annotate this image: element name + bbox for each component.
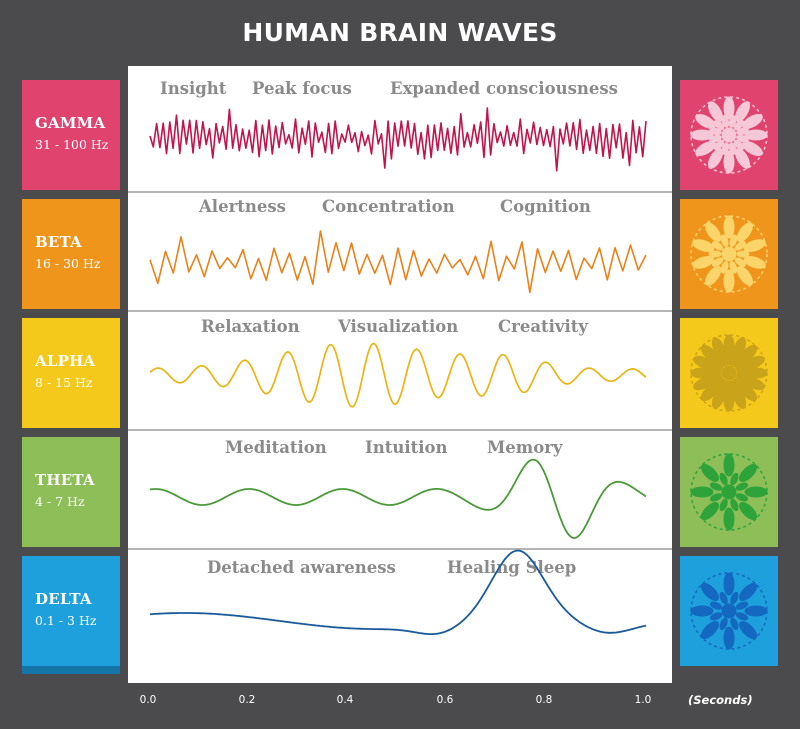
band-label-gamma: GAMMA 31 - 100 Hz [22, 80, 120, 190]
page-title: HUMAN BRAIN WAVES [242, 18, 558, 47]
band-name: ALPHA [35, 352, 96, 370]
keyword: Intuition [365, 438, 448, 457]
x-tick: 0.8 [535, 694, 553, 706]
theta-wave [149, 458, 647, 539]
wave-chart-panel: Insight Peak focus Expanded consciousnes… [128, 66, 672, 683]
keyword: Detached awareness [207, 558, 396, 577]
band-frequency: 31 - 100 Hz [35, 137, 109, 152]
band-frequency: 4 - 7 Hz [35, 494, 85, 509]
delta-mandala-icon [690, 572, 768, 650]
beta-mandala-icon [690, 215, 768, 293]
keyword: Alertness [199, 197, 286, 216]
theta-mandala-box [680, 437, 778, 547]
row-divider [128, 191, 672, 193]
band-frequency: 0.1 - 3 Hz [35, 613, 97, 628]
delta-mandala-box [680, 556, 778, 666]
gamma-mandala-box [680, 80, 778, 190]
x-tick: 0.2 [238, 694, 256, 706]
alpha-mandala-icon [690, 334, 768, 412]
gamma-wave [149, 107, 647, 172]
keyword: Cognition [500, 197, 591, 216]
row-divider [128, 429, 672, 431]
gamma-mandala-icon [690, 96, 768, 174]
band-frequency: 16 - 30 Hz [35, 256, 101, 271]
keyword: Expanded consciousness [390, 79, 618, 98]
delta-box-shadow [22, 666, 120, 674]
band-frequency: 8 - 15 Hz [35, 375, 93, 390]
x-tick: 0.0 [139, 694, 157, 706]
row-divider [128, 310, 672, 312]
theta-mandala-icon [690, 453, 768, 531]
keyword: Visualization [338, 317, 459, 336]
x-axis-ticks: 0.0 0.2 0.4 0.6 0.8 1.0 [0, 694, 800, 710]
brain-waves-svg [149, 107, 647, 635]
band-name: DELTA [35, 590, 92, 608]
x-tick: 1.0 [634, 694, 652, 706]
keyword: Healing Sleep [447, 558, 577, 577]
theta-keywords: Meditation Intuition Memory [128, 438, 672, 462]
band-label-theta: THETA 4 - 7 Hz [22, 437, 120, 547]
beta-mandala-box [680, 199, 778, 309]
band-label-alpha: ALPHA 8 - 15 Hz [22, 318, 120, 428]
keyword: Insight [160, 79, 227, 98]
band-label-beta: BETA 16 - 30 Hz [22, 199, 120, 309]
alpha-wave [149, 342, 647, 408]
beta-keywords: Alertness Concentration Cognition [128, 197, 672, 221]
keyword: Relaxation [201, 317, 300, 336]
band-name: GAMMA [35, 114, 106, 132]
keyword: Concentration [322, 197, 455, 216]
row-divider [128, 548, 672, 550]
band-label-delta: DELTA 0.1 - 3 Hz [22, 556, 120, 666]
x-tick: 0.6 [436, 694, 454, 706]
gamma-keywords: Insight Peak focus Expanded consciousnes… [128, 79, 672, 103]
band-name: THETA [35, 471, 95, 489]
delta-wave [149, 549, 647, 635]
x-axis-unit-label: (Seconds) [688, 693, 753, 707]
x-tick: 0.4 [336, 694, 354, 706]
band-name: BETA [35, 233, 82, 251]
alpha-mandala-box [680, 318, 778, 428]
keyword: Memory [487, 438, 563, 457]
keyword: Meditation [225, 438, 327, 457]
delta-keywords: Detached awareness Healing Sleep [128, 558, 672, 582]
keyword: Peak focus [252, 79, 352, 98]
beta-wave [149, 230, 647, 294]
alpha-keywords: Relaxation Visualization Creativity [128, 317, 672, 341]
keyword: Creativity [498, 317, 588, 336]
